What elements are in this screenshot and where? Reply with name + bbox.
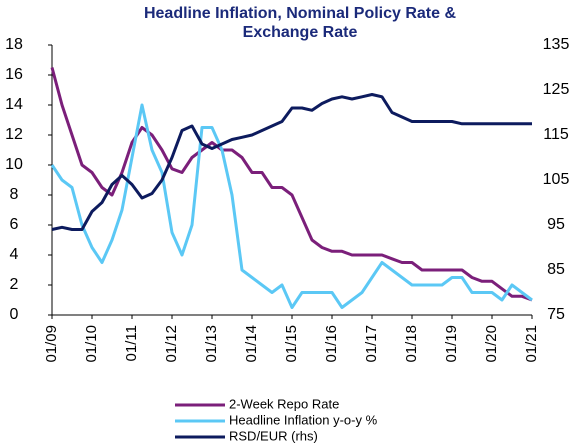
- x-tick-label: 01/16: [323, 325, 340, 363]
- x-tick-label: 01/20: [483, 325, 500, 363]
- y-tick-label: 2: [10, 276, 19, 293]
- y-tick-label: 10: [5, 156, 23, 173]
- y-tick-label: 8: [10, 186, 19, 203]
- x-tick-label: 01/21: [523, 325, 540, 363]
- x-tick-label: 01/19: [443, 325, 460, 363]
- x-tick-label: 01/18: [403, 325, 420, 363]
- x-tick-label: 01/12: [163, 325, 180, 363]
- series-line: [50, 67, 533, 302]
- y-tick-label: 6: [10, 216, 19, 233]
- x-tick-label: 01/10: [83, 325, 100, 363]
- legend-label: Headline Inflation y-o-y %: [229, 412, 378, 427]
- chart-title: Headline Inflation, Nominal Policy Rate …: [144, 5, 457, 22]
- y2-tick-label: 135: [543, 36, 570, 53]
- legend-label: 2-Week Repo Rate: [229, 396, 339, 411]
- y-tick-label: 0: [10, 306, 19, 323]
- y2-tick-label: 95: [547, 216, 565, 233]
- y-tick-label: 16: [5, 66, 23, 83]
- y-tick-label: 12: [5, 126, 23, 143]
- x-tick-label: 01/14: [243, 325, 260, 363]
- x-tick-label: 01/17: [363, 325, 380, 363]
- y2-tick-label: 125: [543, 81, 570, 98]
- y2-tick-label: 105: [543, 171, 570, 188]
- y-tick-label: 18: [5, 36, 23, 53]
- y2-tick-label: 115: [543, 126, 569, 143]
- x-tick-label: 01/13: [203, 325, 220, 363]
- x-tick-label: 01/09: [43, 325, 60, 363]
- y2-tick-label: 85: [547, 261, 565, 278]
- chart-title: Exchange Rate: [243, 24, 358, 41]
- series-line: [51, 93, 532, 231]
- y-tick-label: 4: [10, 246, 19, 263]
- legend-label: RSD/EUR (rhs): [229, 428, 318, 443]
- y2-tick-label: 75: [547, 306, 565, 323]
- x-tick-label: 01/15: [283, 325, 300, 363]
- series-line: [50, 103, 533, 309]
- y-tick-label: 14: [5, 96, 23, 113]
- x-tick-label: 01/11: [123, 325, 140, 361]
